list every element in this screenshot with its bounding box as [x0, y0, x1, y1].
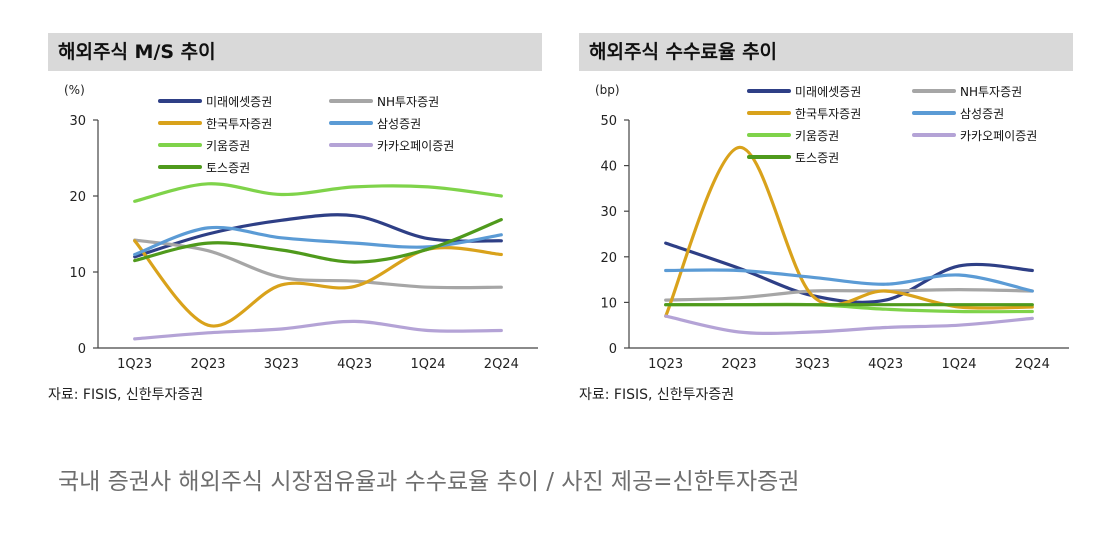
y-tick-label: 50 — [600, 114, 617, 129]
fee-chart-title: 해외주식 수수료율 추이 — [579, 33, 1073, 71]
y-tick-label: 10 — [600, 296, 617, 311]
series-line-6 — [664, 314, 1034, 335]
fee-chart-source: 자료: FISIS, 신한투자증권 — [579, 387, 735, 403]
y-tick-label: 20 — [69, 190, 86, 205]
legend-label-1: 미래에셋증권 — [206, 95, 272, 109]
legend-label-4: 삼성증권 — [960, 107, 1004, 121]
legend-label-2: NH투자증권 — [960, 85, 1022, 99]
series-line-2 — [664, 288, 1034, 302]
x-tick-label: 3Q23 — [264, 357, 299, 372]
series-line-4 — [664, 268, 1034, 293]
series-line-5 — [133, 182, 503, 203]
legend-label-5: 키움증권 — [795, 129, 839, 143]
series-line-1 — [664, 241, 1034, 304]
y-unit-label: (bp) — [595, 83, 620, 97]
y-tick-label: 30 — [69, 114, 86, 129]
x-tick-label: 2Q23 — [721, 357, 756, 372]
x-tick-label: 1Q23 — [117, 357, 152, 372]
series-line-7 — [133, 218, 503, 264]
x-tick-label: 2Q23 — [190, 357, 225, 372]
legend-label-5: 키움증권 — [206, 139, 250, 153]
y-tick-label: 40 — [600, 160, 617, 175]
x-tick-label: 4Q23 — [337, 357, 372, 372]
x-tick-label: 1Q23 — [648, 357, 683, 372]
legend-label-3: 한국투자증권 — [206, 117, 272, 131]
legend-label-6: 카카오페이증권 — [960, 129, 1037, 143]
y-unit-label: (%) — [64, 83, 85, 97]
image-caption: 국내 증권사 해외주식 시장점유율과 수수료율 추이 / 사진 제공=신한투자증… — [58, 469, 800, 495]
x-tick-label: 3Q23 — [795, 357, 830, 372]
fee-line-chart: (bp) 0 10 20 30 40 50 1Q23 2Q23 3Q23 4Q23 1Q24 2Q24 미… — [595, 83, 1069, 372]
ms-line-chart: (%) 0 10 20 30 1Q23 2Q23 3Q23 4Q23 1Q24 2Q24 미래에셋증권… — [64, 83, 538, 372]
legend-label-1: 미래에셋증권 — [795, 85, 861, 99]
series-line-6 — [133, 319, 503, 341]
legend-label-7: 토스증권 — [206, 161, 250, 175]
legend-label-3: 한국투자증권 — [795, 107, 861, 121]
ms-chart-source: 자료: FISIS, 신한투자증권 — [48, 387, 204, 403]
series-line-1 — [133, 213, 503, 259]
legend-label-4: 삼성증권 — [377, 117, 421, 131]
y-tick-label: 0 — [78, 342, 86, 357]
series-line-3 — [664, 145, 1034, 318]
legend-label-2: NH투자증권 — [377, 95, 439, 109]
series-line-2 — [133, 238, 503, 290]
x-tick-label: 1Q24 — [941, 357, 976, 372]
y-tick-label: 30 — [600, 205, 617, 220]
legend-label-7: 토스증권 — [795, 151, 839, 165]
ms-chart-title: 해외주식 M/S 추이 — [48, 33, 542, 71]
x-tick-label: 2Q24 — [1015, 357, 1050, 372]
y-tick-label: 10 — [69, 266, 86, 281]
x-tick-label: 4Q23 — [868, 357, 903, 372]
x-tick-label: 2Q24 — [484, 357, 519, 372]
y-tick-label: 0 — [609, 342, 617, 357]
series-line-3 — [133, 239, 503, 328]
y-tick-label: 20 — [600, 251, 617, 266]
legend-label-6: 카카오페이증권 — [377, 139, 454, 153]
x-tick-label: 1Q24 — [410, 357, 445, 372]
